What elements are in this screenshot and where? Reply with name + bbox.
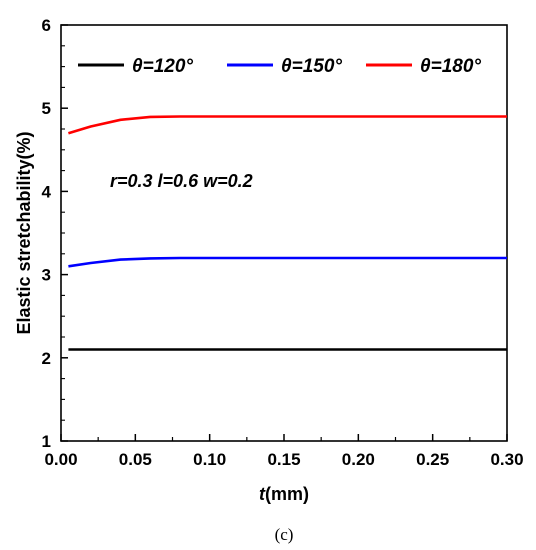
- tick-labels: 0.00 0.05 0.10 0.15 0.20 0.25 0.30 1 2 3 4 5 6: [42, 16, 524, 469]
- plot-frame: [60, 24, 508, 442]
- parameter-annotation: r=0.3 l=0.6 w=0.2: [110, 171, 253, 191]
- x-tick-label: 0.20: [342, 450, 375, 469]
- y-tick-label: 4: [42, 182, 52, 201]
- legend: θ=120° θ=150° θ=180°: [78, 56, 481, 77]
- axis-ticks: [60, 24, 508, 442]
- x-axis-variable: t: [259, 484, 266, 504]
- x-tick-label: 0.10: [193, 450, 226, 469]
- x-tick-label: 0.05: [119, 450, 152, 469]
- legend-label: θ=120°: [132, 56, 193, 77]
- x-tick-label: 0.30: [490, 450, 523, 469]
- y-tick-label: 3: [42, 266, 51, 285]
- legend-label: θ=180°: [420, 56, 481, 77]
- series-lines: [68, 115, 507, 351]
- series-line: [68, 115, 507, 135]
- y-tick-label: 2: [42, 349, 51, 368]
- y-axis-label: Elastic stretchability(%): [14, 131, 34, 334]
- x-axis-label: t(mm): [259, 484, 309, 504]
- figure-caption: (c): [275, 525, 294, 544]
- x-tick-label: 0.25: [416, 450, 449, 469]
- x-tick-label: 0.00: [44, 450, 77, 469]
- x-axis-unit: (mm): [265, 484, 309, 504]
- y-tick-label: 5: [42, 99, 51, 118]
- series-line: [68, 256, 507, 268]
- x-tick-label: 0.15: [267, 450, 300, 469]
- legend-label: θ=150°: [281, 56, 342, 77]
- y-tick-label: 1: [42, 432, 51, 451]
- y-tick-label: 6: [42, 16, 51, 35]
